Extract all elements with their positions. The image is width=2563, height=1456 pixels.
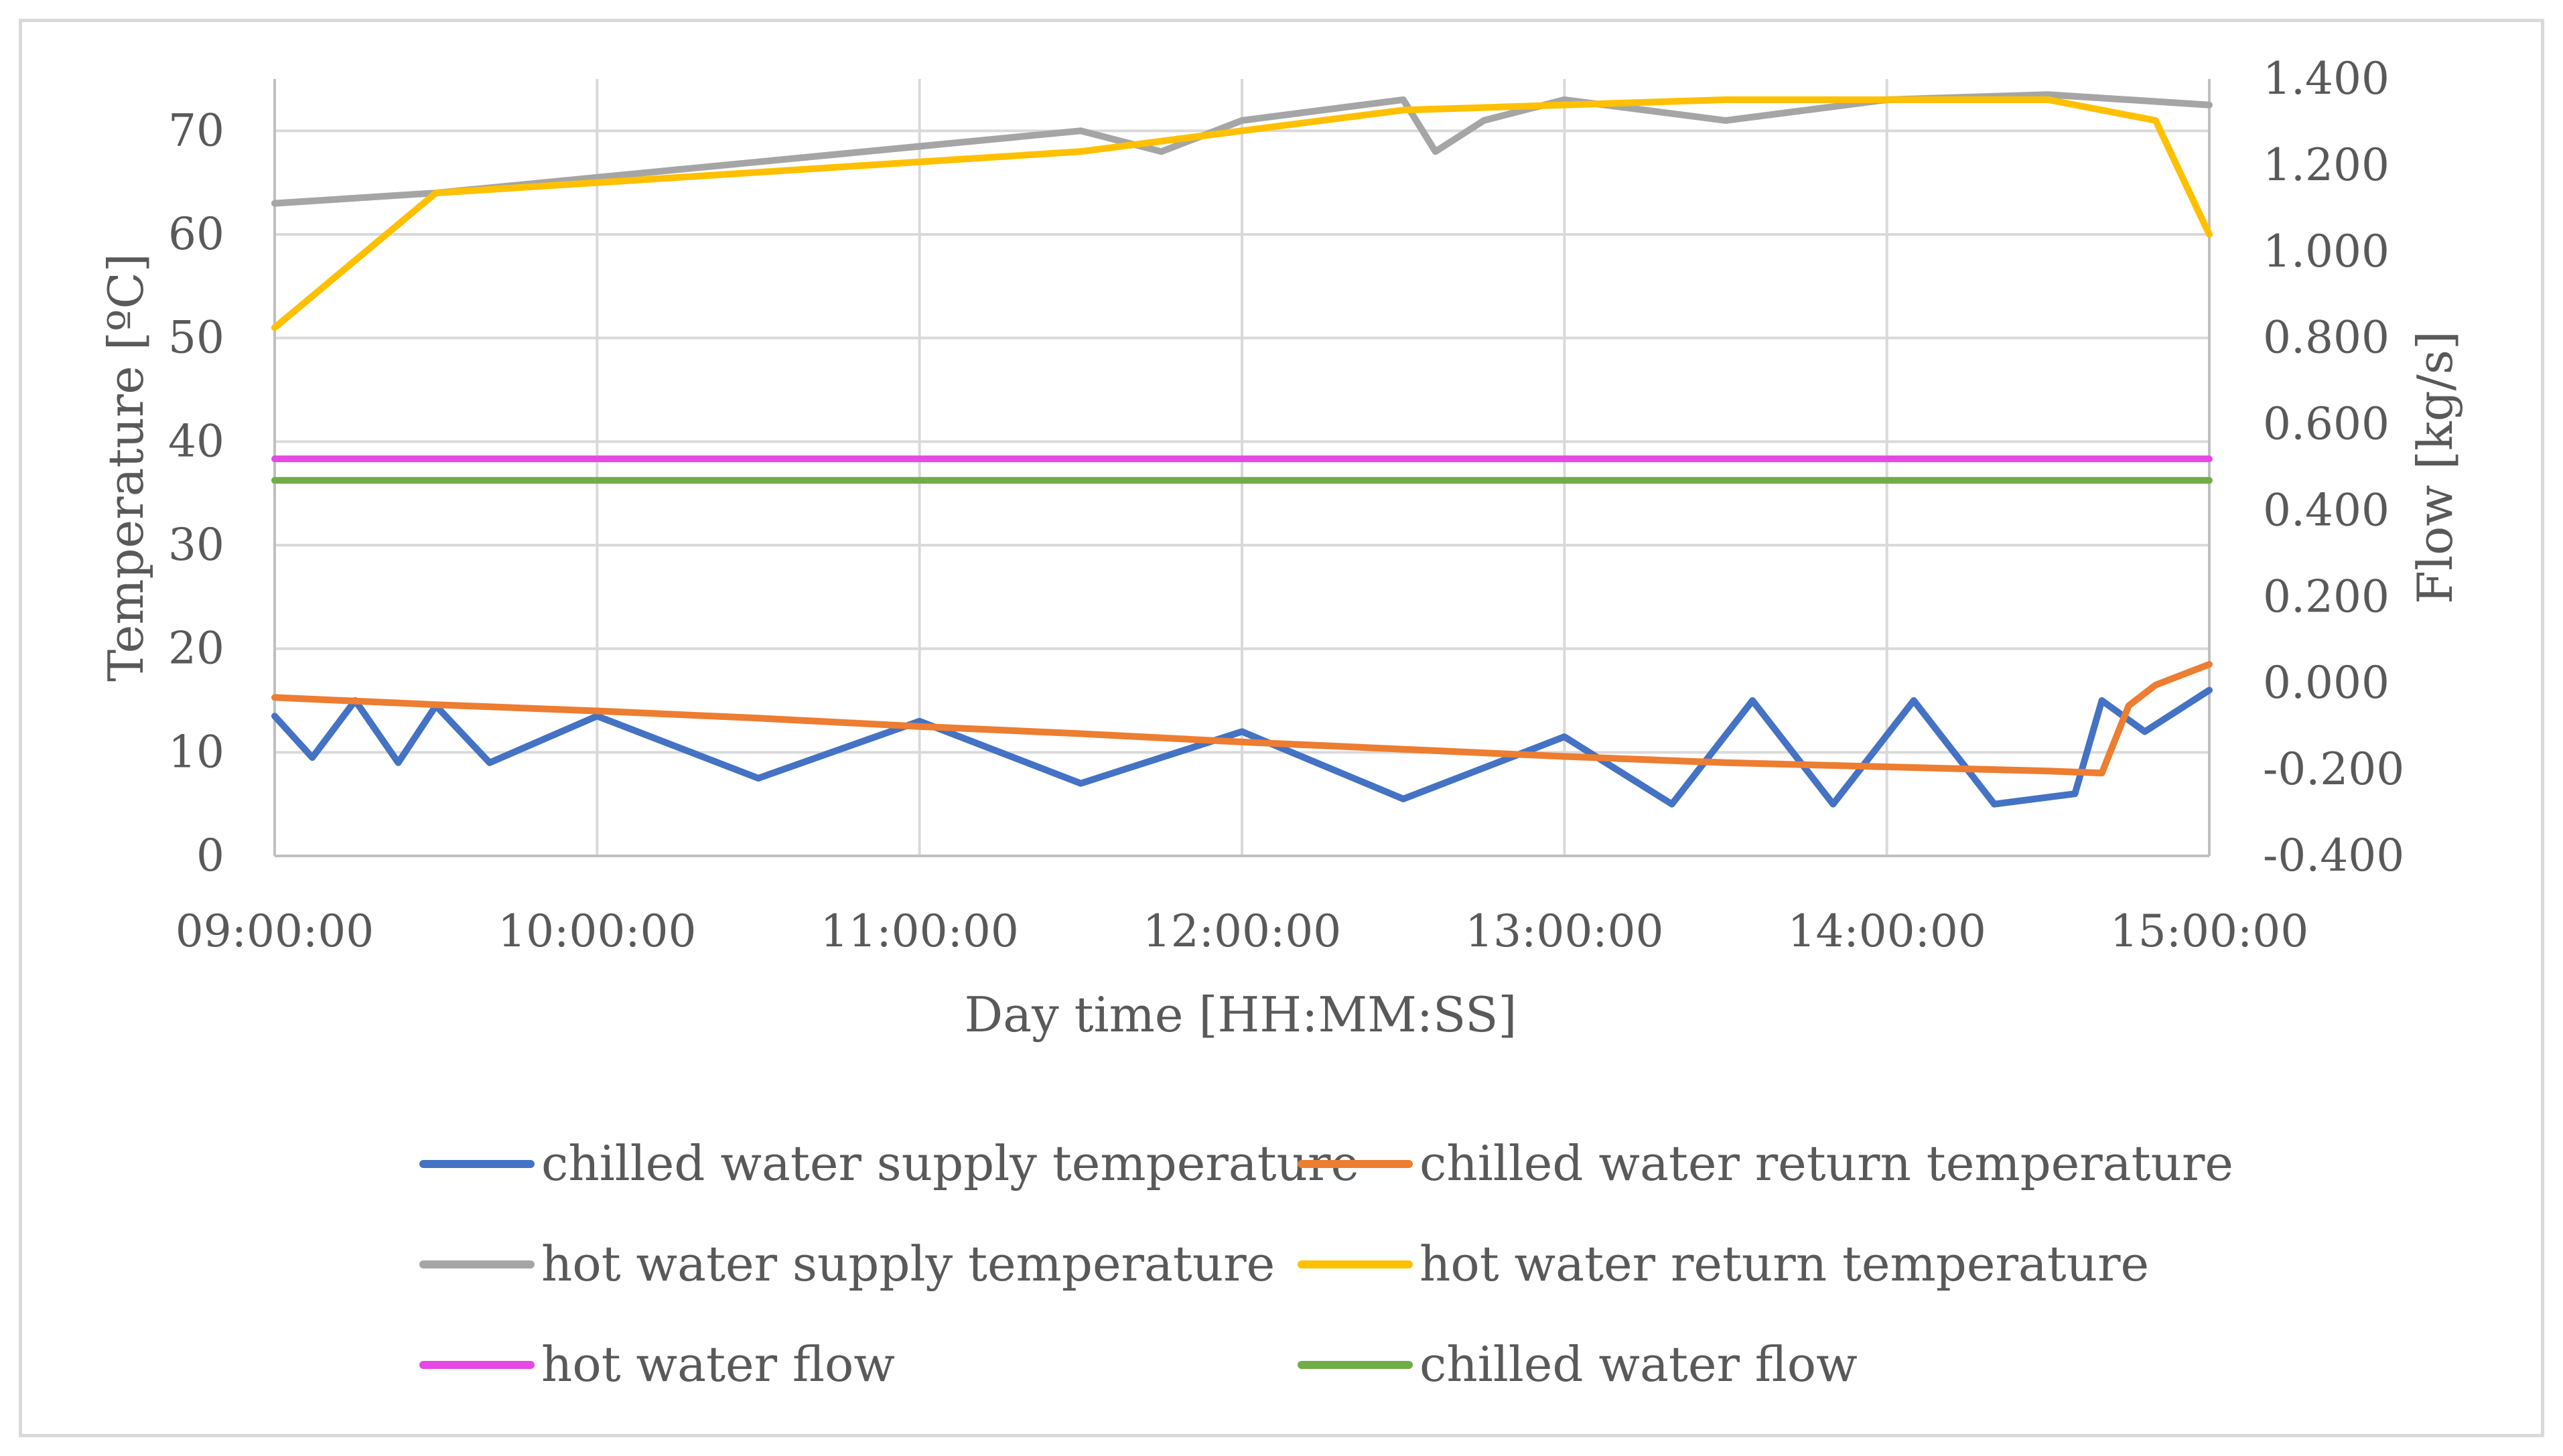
y-tick-label-left: 40 — [168, 415, 224, 467]
y-tick-label-right: 1.200 — [2263, 139, 2389, 191]
series-chilled-water-return-temperature — [271, 660, 2213, 777]
y-tick-label-left: 60 — [168, 208, 224, 260]
y-tick-label-left: 30 — [168, 519, 224, 571]
x-tick-label: 12:00:00 — [1143, 905, 1341, 957]
x-tick-label: 13:00:00 — [1465, 905, 1663, 957]
legend-label: hot water return temperature — [1419, 1236, 2149, 1292]
x-axis-title: Day time [HH:MM:SS] — [964, 987, 1517, 1043]
y-axis-title-right: Flow [kg/s] — [2407, 331, 2463, 604]
x-tick-label: 10:00:00 — [498, 905, 696, 957]
series-chilled-water-supply-temperature — [271, 686, 2213, 808]
y-tick-label-right: 1.400 — [2263, 53, 2389, 104]
legend-item: hot water return temperature — [1298, 1236, 2149, 1292]
y-tick-label-right: 0.000 — [2263, 657, 2389, 709]
legend-label: chilled water flow — [1419, 1336, 1858, 1392]
x-tick-label: 11:00:00 — [820, 905, 1018, 957]
x-tick-label: 09:00:00 — [176, 905, 374, 957]
y-axis-title-left: Temperature [ºC] — [98, 253, 154, 682]
legend-item: hot water flow — [419, 1336, 895, 1392]
y-tick-label-right: 0.600 — [2263, 398, 2389, 450]
y-tick-label-right: 0.200 — [2263, 571, 2389, 622]
y-tick-label-right: -0.200 — [2263, 743, 2404, 795]
legend: chilled water supply temperature chilled … — [419, 1135, 2233, 1392]
legend-label: chilled water supply temperature — [541, 1135, 1359, 1191]
legend-item: hot water supply temperature — [419, 1236, 1275, 1292]
series-line — [271, 91, 2213, 207]
y-tick-label-left: 20 — [168, 623, 224, 674]
series-line — [271, 686, 2213, 808]
y-tick-label-right: -0.400 — [2263, 830, 2404, 881]
series-line — [271, 96, 2213, 332]
series-line — [271, 660, 2213, 777]
y-tick-label-left: 0 — [196, 830, 224, 881]
legend-item: chilled water supply temperature — [419, 1135, 1359, 1191]
y-tick-label-right: 0.800 — [2263, 312, 2389, 364]
y-tick-label-right: 0.400 — [2263, 484, 2389, 536]
legend-label: hot water flow — [541, 1336, 895, 1392]
series-hot-water-return-temperature — [271, 96, 2213, 332]
legend-label: hot water supply temperature — [541, 1236, 1275, 1292]
x-tick-label: 14:00:00 — [1787, 905, 1986, 957]
y-tick-label-left: 10 — [168, 726, 224, 778]
series-hot-water-supply-temperature — [271, 91, 2213, 207]
y-tick-label-right: 1.000 — [2263, 226, 2389, 277]
y-tick-label-left: 70 — [168, 104, 224, 156]
legend-item: chilled water flow — [1298, 1336, 1858, 1392]
y-tick-label-left: 50 — [168, 312, 224, 364]
legend-item: chilled water return temperature — [1298, 1135, 2233, 1191]
legend-label: chilled water return temperature — [1419, 1135, 2233, 1191]
x-tick-label: 15:00:00 — [2110, 905, 2308, 957]
